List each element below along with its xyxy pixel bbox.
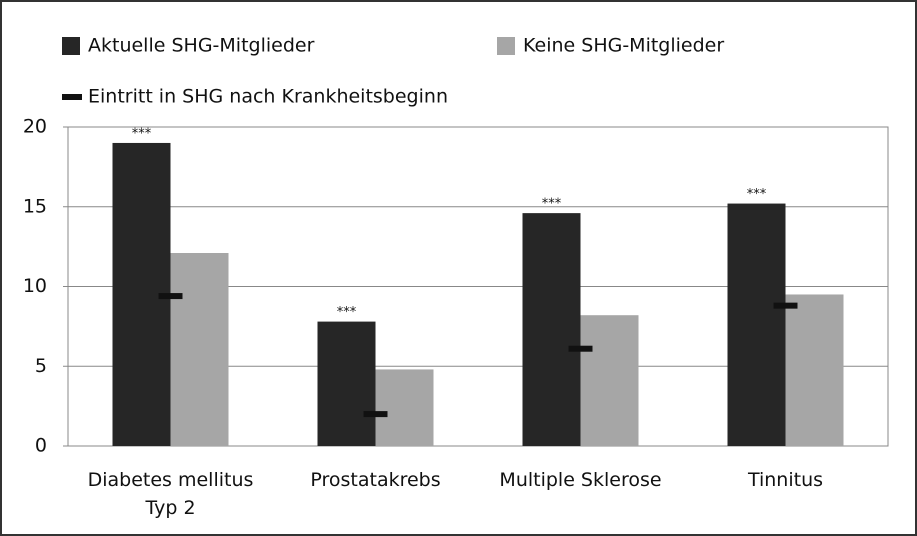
- marker: [568, 345, 593, 352]
- legend-swatch: [62, 94, 82, 100]
- x-tick-label: Tinnitus: [747, 469, 824, 491]
- legend-label: Aktuelle SHG-Mitglieder: [88, 35, 315, 57]
- x-tick-label: Diabetes mellitus Typ 2: [87, 469, 254, 519]
- y-tick-label: 15: [23, 195, 47, 217]
- bar: [375, 369, 434, 446]
- bar: [727, 203, 786, 446]
- y-tick-label: 20: [23, 116, 47, 138]
- legend-label: Keine SHG-Mitglieder: [523, 35, 724, 57]
- legend-label: Eintritt in SHG nach Krankheitsbeginn: [88, 86, 448, 108]
- legend-swatch: [62, 37, 80, 55]
- bar: [785, 294, 844, 446]
- annotation: ***: [542, 197, 562, 212]
- y-tick-label: 10: [23, 275, 47, 297]
- x-tick-label: Prostatakrebs: [310, 469, 441, 491]
- annotation: ***: [747, 187, 767, 202]
- bar: [170, 253, 229, 446]
- annotation: ***: [132, 126, 152, 141]
- marker: [158, 293, 183, 300]
- x-tick-label: Multiple Sklerose: [499, 469, 662, 491]
- bar: [317, 321, 376, 446]
- marker: [773, 302, 798, 309]
- bar: [580, 315, 639, 446]
- legend-swatch: [497, 37, 515, 55]
- y-tick-label: 0: [35, 435, 47, 457]
- y-tick-label: 5: [35, 355, 47, 377]
- annotation: ***: [337, 305, 357, 320]
- bar: [522, 213, 581, 446]
- marker: [363, 411, 388, 418]
